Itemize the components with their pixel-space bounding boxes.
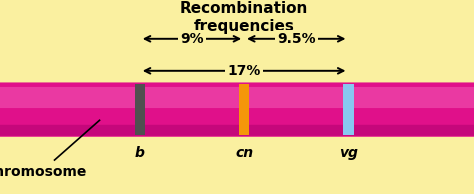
Text: vg: vg: [339, 146, 358, 160]
Bar: [135, 84, 145, 135]
Text: b: b: [135, 146, 145, 160]
FancyBboxPatch shape: [0, 87, 474, 108]
FancyBboxPatch shape: [0, 125, 474, 136]
Text: 9.5%: 9.5%: [277, 32, 316, 46]
Bar: [343, 84, 354, 135]
Bar: [239, 84, 249, 135]
Text: 9%: 9%: [180, 32, 204, 46]
FancyBboxPatch shape: [0, 82, 474, 137]
Text: 17%: 17%: [228, 64, 261, 78]
Text: Recombination
frequencies: Recombination frequencies: [180, 1, 308, 34]
Text: Chromosome: Chromosome: [0, 165, 87, 179]
Text: cn: cn: [235, 146, 253, 160]
